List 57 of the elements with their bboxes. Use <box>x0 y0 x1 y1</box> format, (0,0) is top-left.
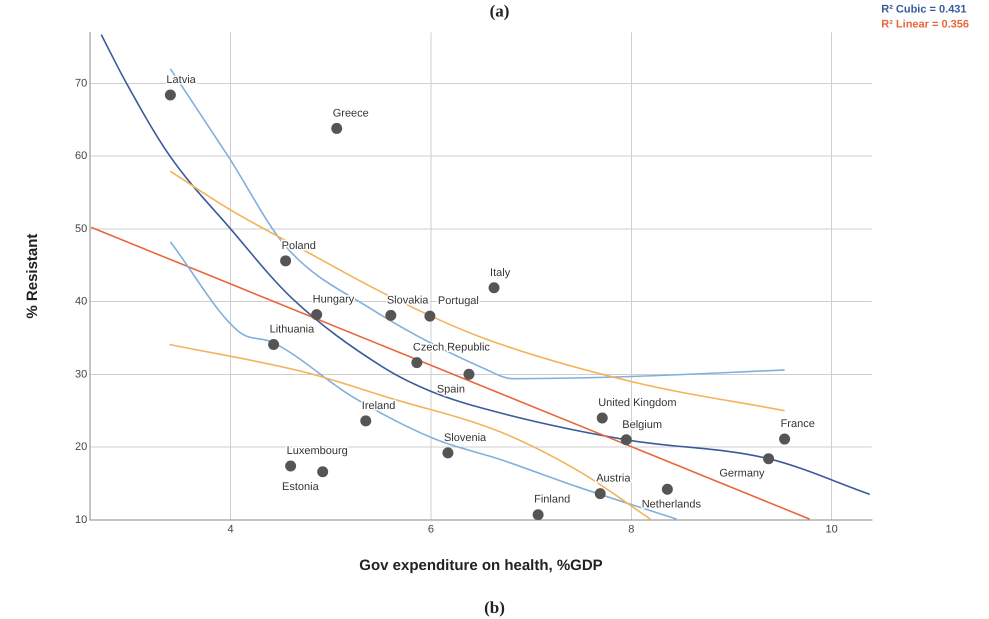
y-tick-label: 60 <box>74 150 88 162</box>
point <box>164 89 176 100</box>
x-tick-label: 10 <box>826 523 838 536</box>
annotation: Luxembourg <box>286 445 348 457</box>
y-tick-label: 30 <box>74 368 88 380</box>
x-tick-label: 4 <box>227 523 234 536</box>
annotation: United Kingdom <box>598 396 677 409</box>
annotation: Netherlands <box>642 498 702 510</box>
x-axis-title: Gov expenditure on health, %GDP <box>359 557 603 574</box>
y-tick-label: 70 <box>74 77 88 90</box>
annotation: Portugal <box>438 295 479 308</box>
point <box>779 434 790 445</box>
point <box>488 282 500 294</box>
point <box>620 434 632 446</box>
point <box>532 509 544 520</box>
point <box>280 255 292 266</box>
text: R² Linear = 0.356 <box>881 18 970 31</box>
annotation: Slovenia <box>444 432 488 444</box>
point <box>411 357 422 368</box>
text: R² Cubic = 0.431 <box>881 4 967 16</box>
y-tick-label: 10 <box>74 514 88 526</box>
annotation: Belgium <box>622 418 662 431</box>
annotation: Greece <box>332 107 369 120</box>
annotation: Spain <box>436 383 465 396</box>
y-tick-label: 50 <box>74 222 88 235</box>
annotation: Lithuania <box>270 324 316 336</box>
point <box>596 412 608 424</box>
point <box>360 415 372 426</box>
annotation: Estonia <box>282 480 320 493</box>
annotation: Finland <box>534 494 570 506</box>
point <box>311 309 322 320</box>
y-tick-label: 40 <box>74 296 88 308</box>
point <box>662 484 673 495</box>
point <box>442 447 454 458</box>
annotation: Hungary <box>312 294 355 306</box>
line-series <box>170 170 786 412</box>
x-tick-label: 8 <box>628 523 634 536</box>
chart-title: (a) <box>490 2 510 21</box>
annotation: France <box>780 418 815 430</box>
point <box>268 338 280 350</box>
x-tick-label: 6 <box>428 523 434 536</box>
point <box>424 310 436 322</box>
point <box>385 310 396 321</box>
point <box>317 466 328 478</box>
y-axis-title: % Resistant <box>24 234 42 319</box>
annotation: Czech Republic <box>412 342 490 354</box>
point <box>463 368 474 380</box>
point <box>594 488 606 500</box>
annotation: Germany <box>719 468 766 480</box>
text: (b) <box>484 598 505 617</box>
line-series <box>100 34 871 496</box>
annotation: Austria <box>596 472 632 485</box>
point <box>331 122 342 134</box>
point <box>285 460 296 472</box>
point <box>763 453 774 464</box>
y-tick-label: 20 <box>74 441 88 454</box>
annotation: Italy <box>490 266 511 279</box>
